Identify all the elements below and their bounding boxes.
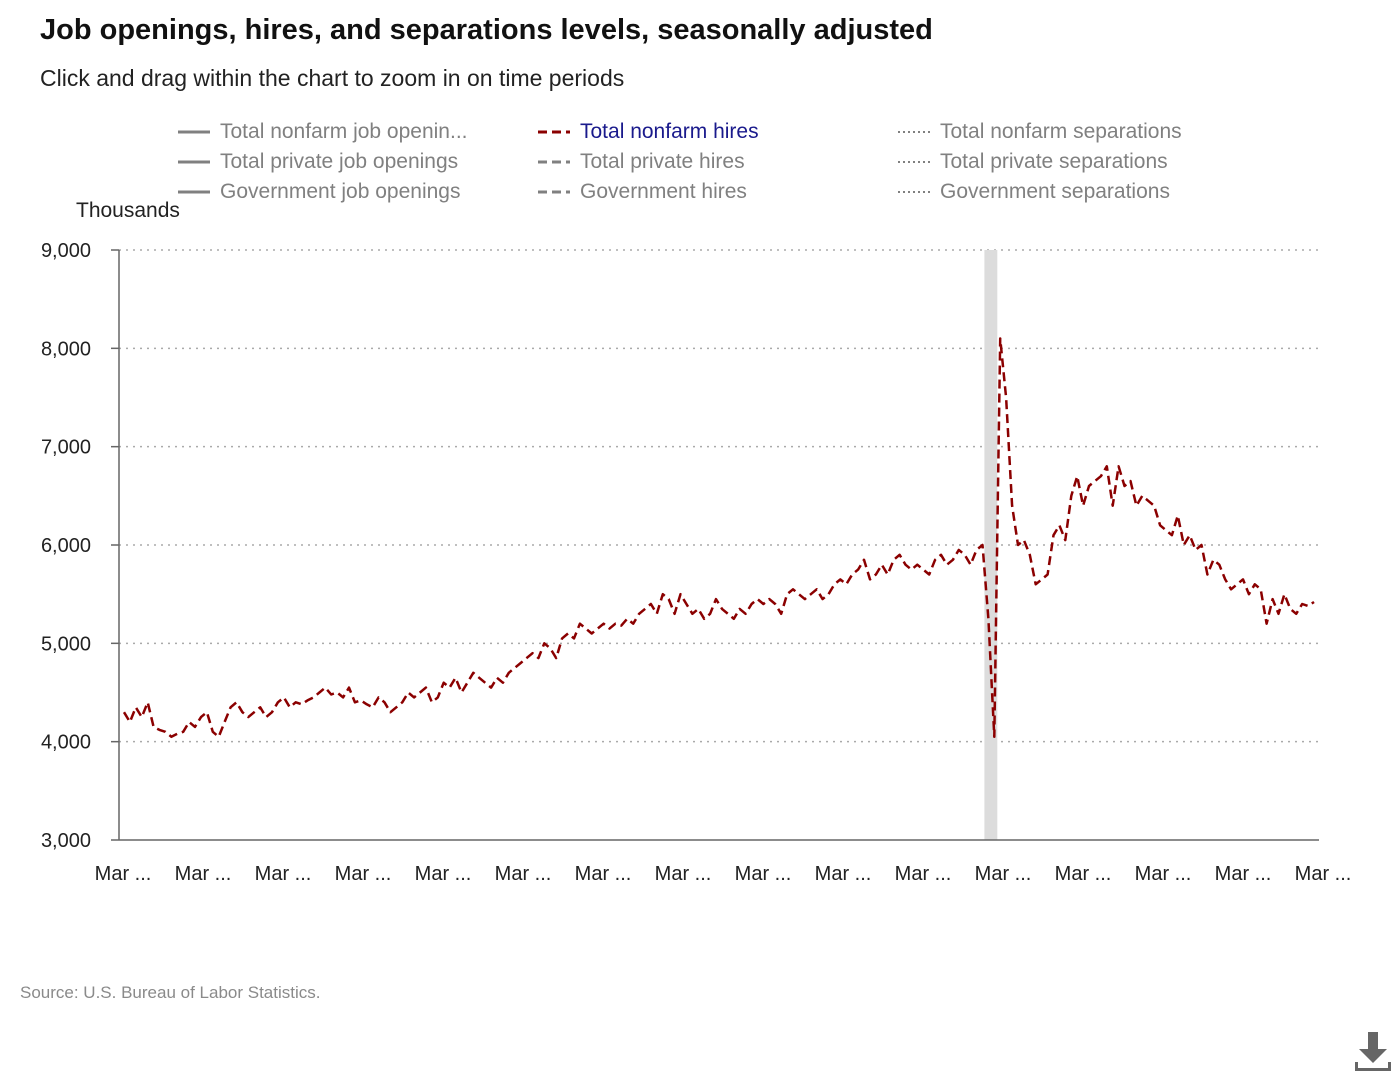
- legend-swatch-dotted-icon: [898, 161, 930, 163]
- y-tick-label: 9,000: [41, 240, 91, 262]
- chart-title: Job openings, hires, and separations lev…: [40, 14, 933, 46]
- legend-item-government-job-openings[interactable]: Government job openings: [178, 180, 461, 204]
- x-tick-label: Mar ...: [895, 863, 952, 885]
- legend-item-total-nonfarm-job-openings[interactable]: Total nonfarm job openin...: [178, 120, 468, 144]
- legend-label: Government job openings: [220, 180, 461, 203]
- legend-swatch-dashed-icon: [538, 160, 570, 164]
- legend-item-total-nonfarm-hires[interactable]: Total nonfarm hires: [538, 120, 759, 144]
- legend-swatch-solid-icon: [178, 160, 210, 164]
- legend-swatch-dotted-icon: [898, 131, 930, 133]
- legend-label: Total private separations: [940, 150, 1168, 173]
- legend-label: Total private job openings: [220, 150, 459, 173]
- legend-label: Total nonfarm job openin...: [220, 120, 468, 143]
- legend-item-total-private-hires[interactable]: Total private hires: [538, 150, 745, 174]
- y-axis-label: Thousands: [76, 199, 180, 222]
- legend-label: Total private hires: [580, 150, 745, 173]
- chart-legend: Total nonfarm job openin... Total nonfar…: [0, 0, 1400, 210]
- legend-swatch-dashed-icon: [538, 190, 570, 194]
- legend-label: Total nonfarm hires: [580, 120, 759, 143]
- series-line-total-nonfarm-hires[interactable]: [122, 337, 1315, 739]
- legend-swatch-dotted-icon: [898, 191, 930, 193]
- x-tick-label: Mar ...: [1295, 863, 1352, 885]
- x-tick-label: Mar ...: [175, 863, 232, 885]
- x-tick-label: Mar ...: [335, 863, 392, 885]
- legend-item-total-nonfarm-separations[interactable]: Total nonfarm separations: [898, 120, 1182, 144]
- legend-label: Total nonfarm separations: [940, 120, 1182, 143]
- x-tick-label: Mar ...: [975, 863, 1032, 885]
- y-tick-label: 7,000: [41, 437, 91, 459]
- y-tick-label: 4,000: [41, 732, 91, 754]
- legend-swatch-solid-icon: [178, 190, 210, 194]
- x-tick-label: Mar ...: [575, 863, 632, 885]
- legend-item-government-separations[interactable]: Government separations: [898, 180, 1170, 204]
- legend-label: Government separations: [940, 180, 1170, 203]
- legend-swatch-dashed-icon: [538, 130, 570, 134]
- y-tick-label: 6,000: [41, 535, 91, 557]
- y-tick-label: 8,000: [41, 338, 91, 360]
- source-note: Source: U.S. Bureau of Labor Statistics.: [20, 983, 321, 1002]
- x-tick-label: Mar ...: [255, 863, 312, 885]
- x-tick-label: Mar ...: [495, 863, 552, 885]
- x-tick-label: Mar ...: [1055, 863, 1112, 885]
- x-tick-label: Mar ...: [1215, 863, 1272, 885]
- legend-swatch-solid-icon: [178, 130, 210, 134]
- legend-label: Government hires: [580, 180, 747, 203]
- x-tick-label: Mar ...: [815, 863, 872, 885]
- legend-item-total-private-job-openings[interactable]: Total private job openings: [178, 150, 458, 174]
- x-tick-label: Mar ...: [735, 863, 792, 885]
- x-tick-label: Mar ...: [655, 863, 712, 885]
- y-tick-label: 3,000: [41, 830, 91, 852]
- chart-subtitle: Click and drag within the chart to zoom …: [40, 65, 625, 91]
- recession-shading: [984, 250, 998, 840]
- x-tick-label: Mar ...: [95, 863, 152, 885]
- legend-item-total-private-separations[interactable]: Total private separations: [898, 150, 1168, 174]
- chart-plot-area[interactable]: 3,000 4,000 5,000 6,000 7,000 8,000 9,000 Mar …: [0, 230, 1400, 910]
- x-tick-label: Mar ...: [415, 863, 472, 885]
- legend-item-government-hires[interactable]: Government hires: [538, 180, 747, 204]
- download-icon[interactable]: [1350, 1028, 1396, 1074]
- x-tick-label: Mar ...: [1135, 863, 1192, 885]
- y-tick-label: 5,000: [41, 633, 91, 655]
